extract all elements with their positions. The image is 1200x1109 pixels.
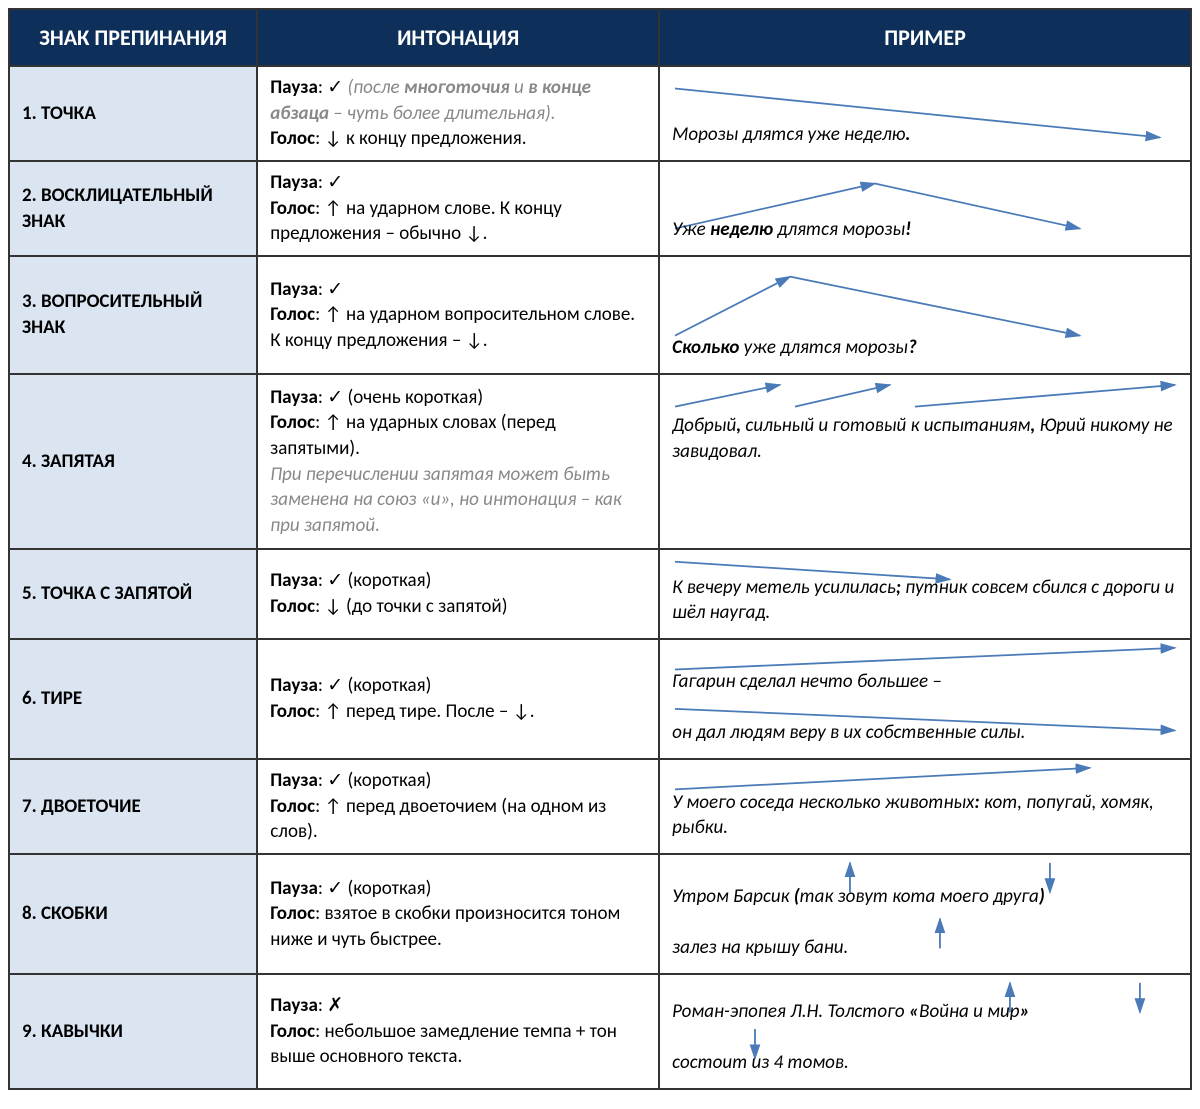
- intonation-cell: Пауза: ✓ (после многоточия и в конце абз…: [257, 66, 659, 161]
- intonation-cell: Пауза: ✓ (короткая)Голос: ↑ перед тире. …: [257, 639, 659, 759]
- example-cell: Уже неделю длятся морозы!: [659, 161, 1191, 256]
- table-row: 6. ТИРЕПауза: ✓ (короткая)Голос: ↑ перед…: [9, 639, 1191, 759]
- intonation-cell: Пауза: ✓Голос: ↑ на ударном слове. К кон…: [257, 161, 659, 256]
- table-row: 1. ТОЧКАПауза: ✓ (после многоточия и в к…: [9, 66, 1191, 161]
- sign-cell: 5. ТОЧКА С ЗАПЯТОЙ: [9, 549, 257, 639]
- header-row: ЗНАК ПРЕПИНАНИЯ ИНТОНАЦИЯ ПРИМЕР: [9, 9, 1191, 66]
- intonation-cell: Пауза: ✓Голос: ↑ на ударном вопросительн…: [257, 256, 659, 374]
- example-cell: Утром Барсик (так зовут кота моего друга…: [659, 854, 1191, 974]
- table-row: 8. СКОБКИПауза: ✓ (короткая)Голос: взято…: [9, 854, 1191, 974]
- sign-cell: 6. ТИРЕ: [9, 639, 257, 759]
- sign-cell: 2. ВОСКЛИЦАТЕЛЬНЫЙ ЗНАК: [9, 161, 257, 256]
- header-intonation: ИНТОНАЦИЯ: [257, 9, 659, 66]
- punctuation-table: ЗНАК ПРЕПИНАНИЯ ИНТОНАЦИЯ ПРИМЕР 1. ТОЧК…: [8, 8, 1192, 1090]
- table-row: 9. КАВЫЧКИПауза: ✗Голос: небольшое замед…: [9, 974, 1191, 1089]
- example-cell: Сколько уже длятся морозы?: [659, 256, 1191, 374]
- sign-cell: 9. КАВЫЧКИ: [9, 974, 257, 1089]
- intonation-cell: Пауза: ✓ (короткая)Голос: ↑ перед двоето…: [257, 759, 659, 854]
- table-row: 3. ВОПРОСИТЕЛЬНЫЙ ЗНАКПауза: ✓Голос: ↑ н…: [9, 256, 1191, 374]
- example-cell: Добрый, сильный и готовый к испытаниям, …: [659, 374, 1191, 549]
- header-sign: ЗНАК ПРЕПИНАНИЯ: [9, 9, 257, 66]
- header-example: ПРИМЕР: [659, 9, 1191, 66]
- example-cell: Роман-эпопея Л.Н. Толстого «Война и мир»…: [659, 974, 1191, 1089]
- intonation-cell: Пауза: ✓ (очень короткая)Голос: ↑ на уда…: [257, 374, 659, 549]
- example-cell: Гагарин сделал нечто большее –он дал люд…: [659, 639, 1191, 759]
- table-row: 2. ВОСКЛИЦАТЕЛЬНЫЙ ЗНАКПауза: ✓Голос: ↑ …: [9, 161, 1191, 256]
- table-row: 4. ЗАПЯТАЯПауза: ✓ (очень короткая)Голос…: [9, 374, 1191, 549]
- sign-cell: 3. ВОПРОСИТЕЛЬНЫЙ ЗНАК: [9, 256, 257, 374]
- table-row: 7. ДВОЕТОЧИЕПауза: ✓ (короткая)Голос: ↑ …: [9, 759, 1191, 854]
- intonation-cell: Пауза: ✗Голос: небольшое замедление темп…: [257, 974, 659, 1089]
- example-cell: У моего соседа несколько животных: кот, …: [659, 759, 1191, 854]
- sign-cell: 8. СКОБКИ: [9, 854, 257, 974]
- example-cell: Морозы длятся уже неделю.: [659, 66, 1191, 161]
- intonation-cell: Пауза: ✓ (короткая)Голос: взятое в скобк…: [257, 854, 659, 974]
- table-row: 5. ТОЧКА С ЗАПЯТОЙПауза: ✓ (короткая)Гол…: [9, 549, 1191, 639]
- sign-cell: 4. ЗАПЯТАЯ: [9, 374, 257, 549]
- sign-cell: 7. ДВОЕТОЧИЕ: [9, 759, 257, 854]
- example-cell: К вечеру метель усилилась; путник совсем…: [659, 549, 1191, 639]
- intonation-cell: Пауза: ✓ (короткая)Голос: ↓ (до точки с …: [257, 549, 659, 639]
- sign-cell: 1. ТОЧКА: [9, 66, 257, 161]
